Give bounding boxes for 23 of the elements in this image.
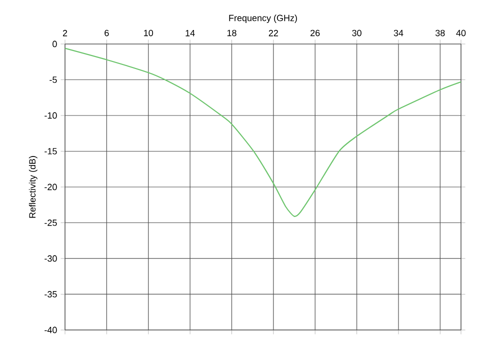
x-tick-label: 14 bbox=[186, 30, 195, 36]
x-tick-label: 30 bbox=[352, 30, 362, 36]
x-tick-label: 38 bbox=[435, 30, 445, 36]
y-tick-label: -35 bbox=[44, 291, 57, 298]
y-tick-label: -5 bbox=[50, 76, 57, 83]
y-tick-label: 0 bbox=[52, 40, 57, 48]
y-tick-label: -10 bbox=[44, 112, 57, 119]
y-tick-label: -15 bbox=[44, 148, 57, 154]
y-tick-label: -20 bbox=[44, 184, 57, 190]
x-tick-label: 22 bbox=[268, 30, 278, 36]
x-tick-label: 26 bbox=[310, 30, 320, 36]
y-tick-label: -25 bbox=[44, 220, 57, 226]
x-tick-label: 2 bbox=[62, 30, 68, 36]
x-tick-label: 40 bbox=[456, 30, 466, 36]
x-axis-title: Frequency (GHz) bbox=[229, 14, 297, 23]
x-tick-label: 10 bbox=[144, 30, 154, 36]
x-tick-label: 6 bbox=[104, 30, 109, 36]
x-tick-label: 34 bbox=[394, 30, 404, 36]
x-tick-label: 18 bbox=[227, 30, 236, 36]
y-axis-title: Reflectivity (dB) bbox=[28, 156, 38, 218]
y-tick-label: -40 bbox=[44, 326, 57, 334]
line-series bbox=[65, 48, 461, 217]
y-tick-label: -30 bbox=[44, 255, 57, 262]
